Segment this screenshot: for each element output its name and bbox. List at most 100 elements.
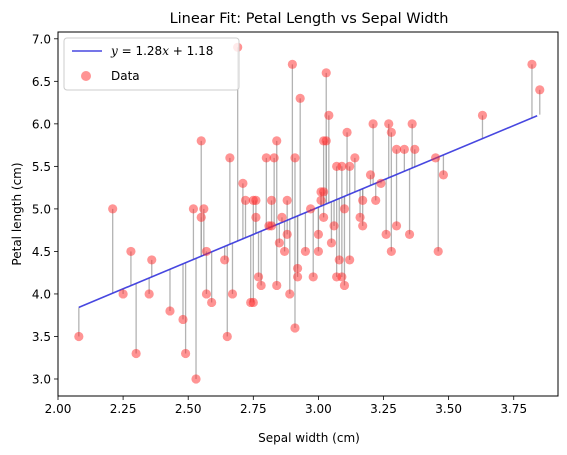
data-point <box>256 280 266 291</box>
data-point <box>220 255 230 265</box>
data-point <box>238 178 248 188</box>
data-point <box>118 289 128 299</box>
data-point <box>144 289 154 299</box>
data-point <box>345 161 355 171</box>
data-point <box>282 229 292 240</box>
data-point <box>279 246 290 257</box>
legend-fit-label-eq: = 1.28 <box>118 44 162 58</box>
data-point <box>321 68 331 78</box>
data-point <box>277 212 287 223</box>
y-tick-label: 5.0 <box>32 202 51 216</box>
data-point <box>272 280 282 291</box>
data-point <box>290 323 300 333</box>
data-point <box>326 238 337 248</box>
data-point <box>384 119 394 129</box>
y-tick-label: 6.0 <box>32 117 51 131</box>
data-point <box>207 297 217 308</box>
y-tick-label: 3.0 <box>32 372 51 386</box>
data-point <box>253 272 264 282</box>
data-point <box>337 161 347 171</box>
data-point <box>274 238 284 248</box>
y-tick-label: 6.5 <box>32 75 51 89</box>
y-tick-label: 4.5 <box>32 245 51 259</box>
data-point <box>266 221 277 231</box>
data-point <box>350 153 360 163</box>
data-point <box>407 119 417 129</box>
data-point <box>165 306 175 316</box>
data-point <box>290 153 300 163</box>
data-point <box>269 153 279 163</box>
data-point <box>251 195 261 205</box>
x-tick-label: 2.50 <box>175 402 202 416</box>
data-point <box>201 246 212 257</box>
legend: y = 1.28x + 1.18 Data <box>63 37 240 91</box>
data-point <box>339 280 350 291</box>
plot-area <box>74 42 545 384</box>
data-point <box>295 93 305 103</box>
data-point <box>391 221 402 231</box>
y-tick-label: 7.0 <box>32 32 51 46</box>
data-point <box>319 187 329 197</box>
x-axis-ticks: 2.00 2.25 2.50 2.75 3.00 3.25 3.50 3.75 <box>45 396 527 416</box>
legend-fit-label: y = 1.28x + 1.18 <box>110 44 213 58</box>
chart-title: Linear Fit: Petal Length vs Sepal Width <box>170 11 449 27</box>
y-tick-label: 3.5 <box>32 330 51 344</box>
data-point <box>199 204 209 214</box>
data-point <box>196 136 206 146</box>
data-point <box>272 136 282 146</box>
x-tick-label: 3.75 <box>500 402 527 416</box>
data-point <box>433 246 443 257</box>
data-point <box>404 229 415 240</box>
data-point <box>240 195 251 205</box>
x-tick-label: 3.50 <box>435 402 462 416</box>
data-point <box>251 212 261 223</box>
data-point <box>527 59 537 69</box>
data-point <box>386 127 396 137</box>
legend-data-label: Data <box>111 69 140 83</box>
y-tick-label: 5.5 <box>32 160 51 174</box>
data-points <box>74 42 545 384</box>
data-point <box>126 246 136 257</box>
data-point <box>300 246 310 257</box>
data-point <box>282 195 292 205</box>
data-point <box>248 297 258 308</box>
axes-frame <box>57 31 559 397</box>
data-point <box>261 153 271 163</box>
y-axis-label: Petal length (cm) <box>10 162 24 265</box>
y-tick-label: 4.0 <box>32 287 51 301</box>
x-tick-label: 2.25 <box>110 402 137 416</box>
data-point <box>339 204 350 214</box>
data-point <box>222 331 232 342</box>
data-point <box>324 110 334 120</box>
data-point <box>308 272 318 282</box>
data-point <box>399 144 409 154</box>
data-point <box>306 204 316 214</box>
data-point <box>329 221 339 231</box>
data-point <box>191 374 201 384</box>
data-point <box>334 255 344 265</box>
data-point <box>535 85 545 95</box>
data-point <box>292 263 303 274</box>
x-axis-label: Sepal width (cm) <box>258 431 360 445</box>
data-point <box>313 246 324 257</box>
data-point <box>337 272 347 282</box>
data-point <box>477 110 488 120</box>
data-point <box>431 153 441 163</box>
data-point <box>225 153 235 163</box>
data-point <box>358 221 368 231</box>
data-point <box>371 195 381 205</box>
x-tick-label: 3.25 <box>370 402 397 416</box>
data-point <box>285 289 295 299</box>
data-point <box>147 255 157 265</box>
data-point <box>292 272 303 282</box>
data-point <box>381 229 391 240</box>
data-point <box>365 170 376 180</box>
y-axis-ticks: 3.0 3.5 4.0 4.5 5.0 5.5 6.0 6.5 7.0 <box>32 32 58 386</box>
data-point <box>376 178 386 188</box>
data-point <box>188 204 199 214</box>
data-point <box>342 127 352 137</box>
data-point <box>319 212 329 223</box>
x-tick-label: 2.00 <box>45 402 72 416</box>
legend-fit-label-rest: + 1.18 <box>169 44 213 58</box>
